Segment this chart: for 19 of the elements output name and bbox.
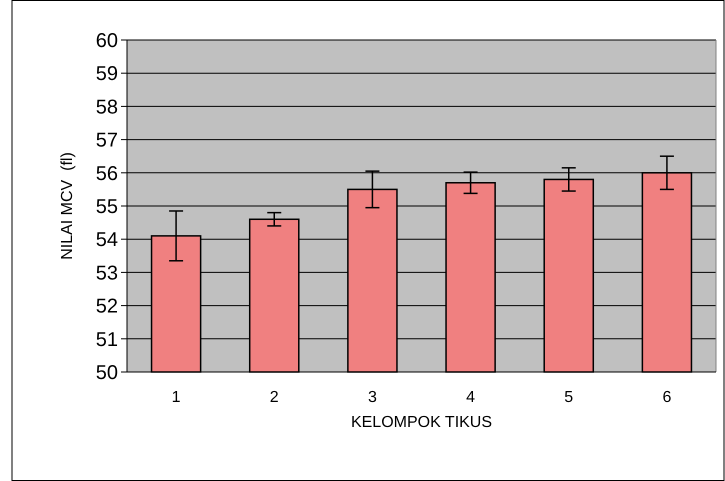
y-tick-label: 52 (96, 296, 118, 318)
y-tick-label: 59 (96, 63, 118, 86)
x-tick-label: 5 (564, 389, 574, 406)
y-tick-label: 54 (96, 229, 118, 252)
y-tick-label: 57 (96, 130, 118, 152)
x-axis-title: KELOMPOK TIKUS (350, 414, 492, 431)
y-tick-label: 50 (96, 362, 118, 384)
x-tick-label: 2 (270, 389, 279, 406)
y-axis-title: NILAI MCV (fl) (59, 152, 76, 260)
y-tick-label: 53 (96, 262, 118, 284)
x-tick-label: 4 (466, 389, 476, 406)
x-tick-label: 1 (172, 389, 181, 406)
y-tick-label: 56 (96, 162, 118, 185)
y-tick-label: 60 (96, 30, 118, 52)
y-tick-label: 55 (96, 196, 118, 218)
x-tick-label: 3 (368, 389, 377, 406)
y-tick-label: 51 (96, 328, 118, 351)
y-tick-label: 58 (96, 96, 118, 118)
x-tick-label: 6 (662, 389, 672, 406)
